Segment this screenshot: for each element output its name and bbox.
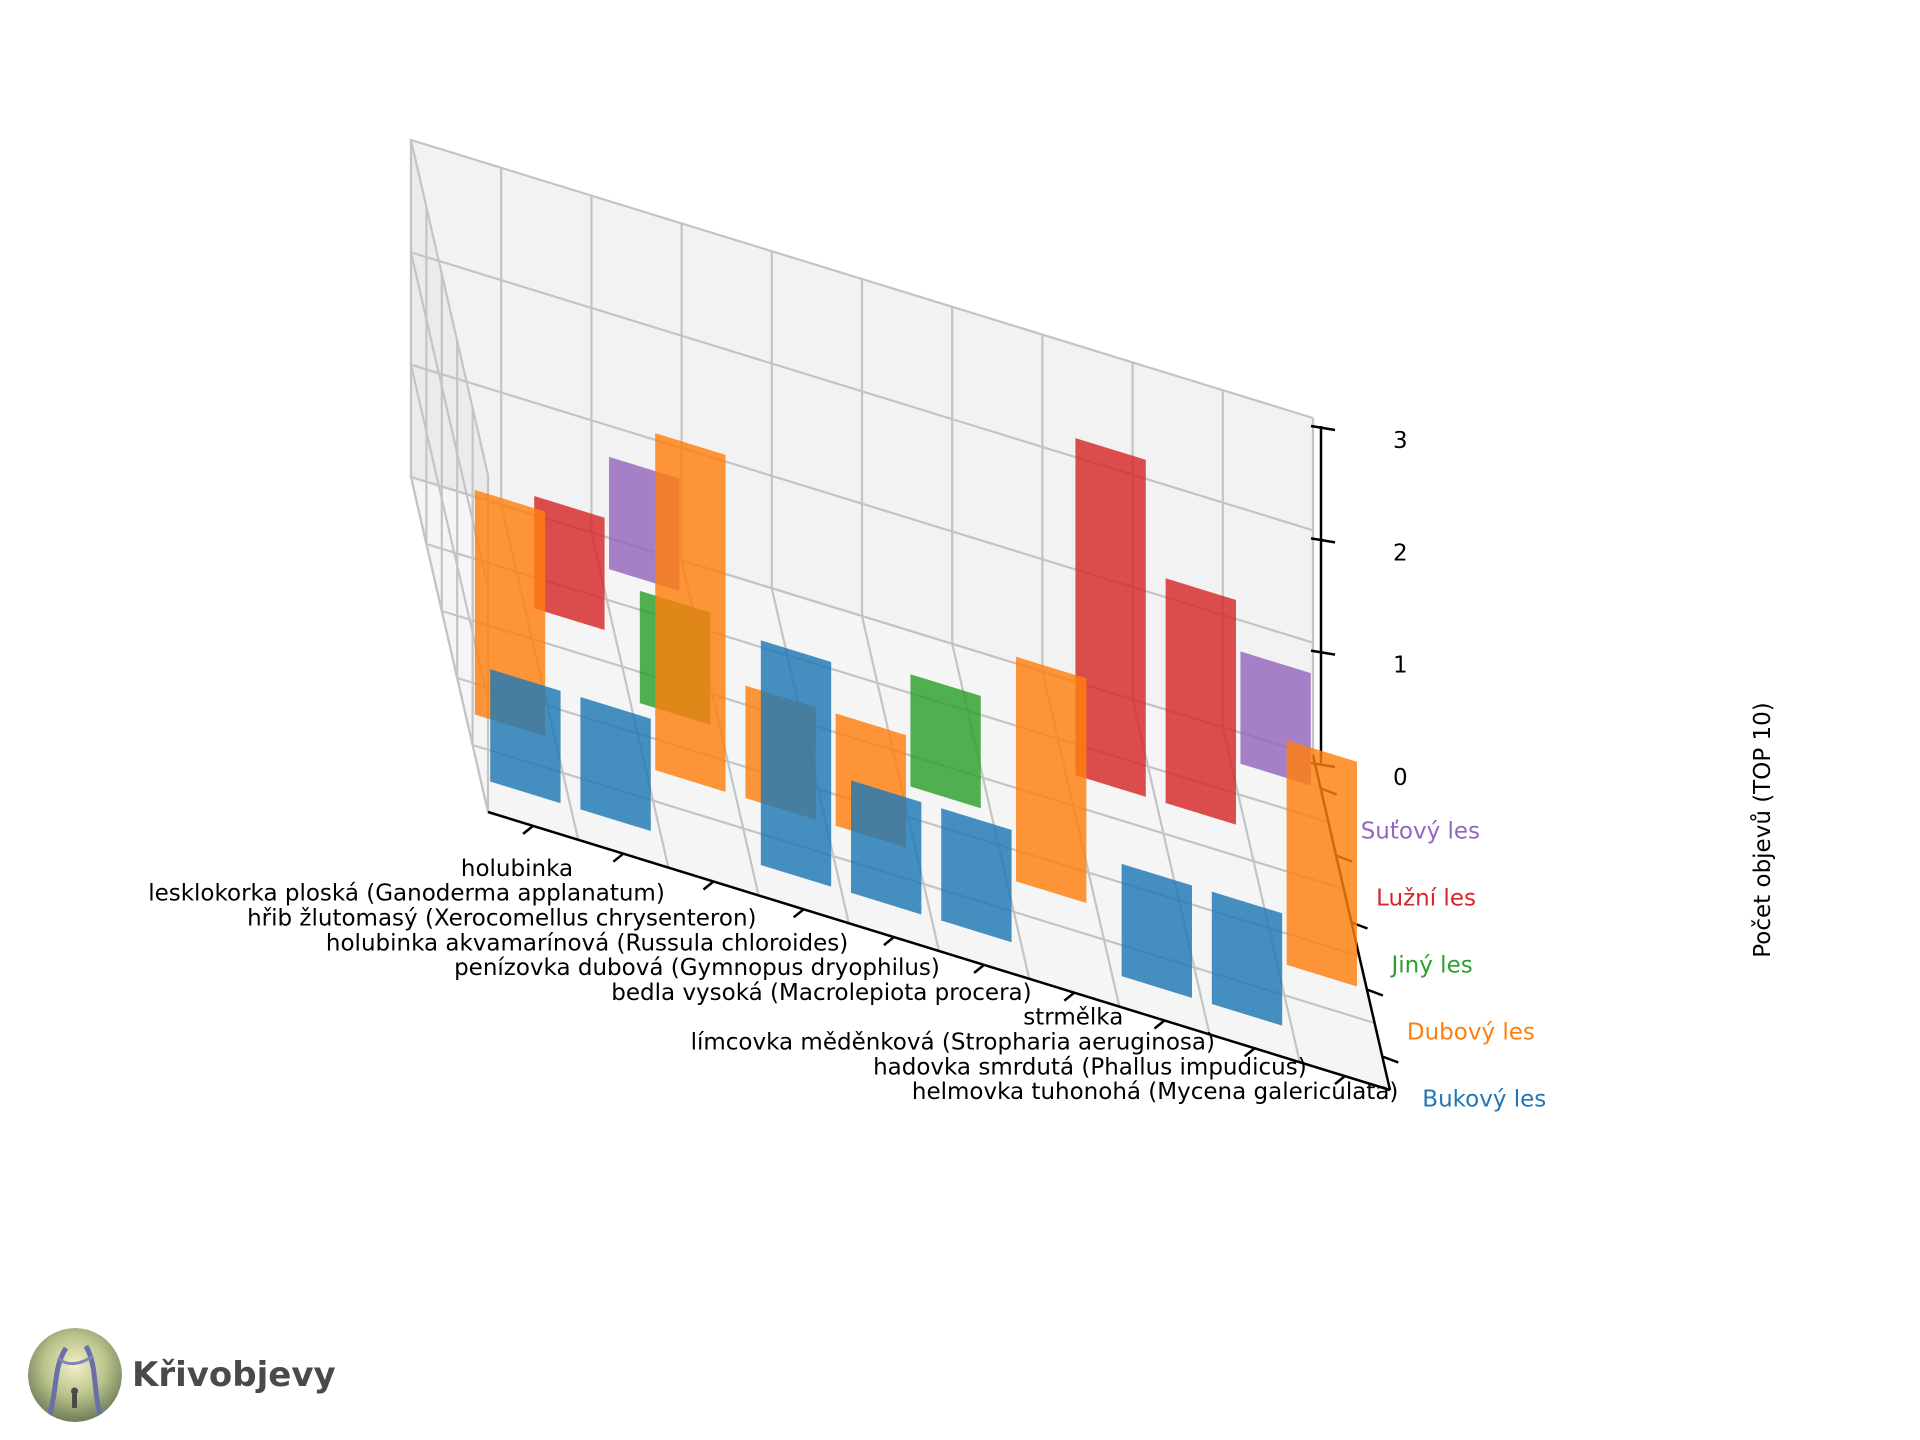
x-tick-label: bedla vysoká (Macrolepiota procera) (611, 980, 1031, 1006)
x-tick (1153, 1019, 1166, 1030)
z-tick-label: 2 (1393, 540, 1408, 566)
series-label: Lužní les (1376, 886, 1476, 912)
bar-bukový-les-0 (490, 669, 561, 804)
series-label: Dubový les (1407, 1020, 1535, 1046)
bar-lužní-les-8 (1165, 578, 1236, 825)
z-tick (1310, 537, 1336, 544)
bar-dubový-les-6 (1016, 656, 1087, 904)
x-tick-label: hřib žlutomasý (Xerocomellus chrysentero… (247, 906, 756, 932)
z-tick-label: 0 (1393, 765, 1408, 791)
x-tick-label: holubinka (461, 856, 573, 882)
x-tick-label: helmovka tuhonohá (Mycena galericulata) (912, 1079, 1398, 1105)
x-tick-label: lesklokorka ploská (Ganoderma applanatum… (148, 881, 665, 907)
grid-line-z (409, 138, 1314, 476)
chart-bars (474, 433, 1357, 1026)
brand-name: Křivobjevy (132, 1355, 336, 1395)
bar-bukový-les-4 (851, 780, 922, 915)
grid-line-z (409, 250, 1314, 588)
x-tick-label: hadovka smrdutá (Phallus impudicus) (873, 1054, 1307, 1080)
bar-jiný-les-5 (910, 674, 981, 809)
x-tick-label: strmělka (1023, 1005, 1123, 1031)
grid-line-z (409, 363, 1314, 700)
x-tick-label: holubinka akvamarínová (Russula chloroid… (326, 930, 848, 956)
y-tick (1381, 1055, 1399, 1064)
x-tick (973, 963, 985, 974)
z-tick-label: 1 (1393, 653, 1408, 679)
series-tick-labels: Bukový les Dubový les Jiný les Lužní les Suť… (1361, 819, 1547, 1113)
bar-bukový-les-1 (580, 697, 651, 832)
series-label: Suťový les (1361, 819, 1480, 845)
series-label: Jiný les (1390, 953, 1473, 979)
x-tick-label: límcovka měděnková (Stropharia aeruginos… (691, 1030, 1215, 1056)
brand: Křivobjevy (28, 1328, 336, 1422)
z-axis-title: Počet objevů (TOP 10) (1749, 702, 1776, 958)
bar-bukový-les-8 (1211, 891, 1283, 1026)
bar-dubový-les-2 (655, 433, 726, 792)
bar-bukový-les-5 (941, 808, 1012, 943)
x-tick (612, 852, 625, 863)
z-tick-label: 3 (1393, 428, 1408, 454)
forest-tree-logo-icon (28, 1328, 122, 1422)
bar-lužní-les-7 (1075, 438, 1146, 797)
x-tick-label: penízovka dubová (Gymnopus dryophilus) (454, 955, 940, 981)
grid-line-z (409, 475, 1314, 813)
bar-bukový-les-3 (760, 640, 832, 887)
x-axis-line (487, 810, 1391, 1092)
x-tick (1243, 1047, 1256, 1058)
z-tick (1310, 424, 1336, 432)
z-tick (1310, 649, 1336, 656)
x-tick (1334, 1075, 1346, 1086)
y-tick (1366, 988, 1384, 997)
bar-bukový-les-7 (1121, 863, 1192, 998)
z-tick-labels: 0 1 2 3 (1393, 428, 1408, 791)
bar-dubový-les-9 (1286, 740, 1357, 987)
x-tick (702, 880, 715, 891)
series-label: Bukový les (1422, 1087, 1546, 1113)
x-tick (522, 824, 534, 835)
x-tick (1063, 991, 1076, 1002)
x-tick (883, 936, 895, 947)
bar-lužní-les-1 (534, 496, 605, 631)
x-tick (792, 908, 805, 919)
